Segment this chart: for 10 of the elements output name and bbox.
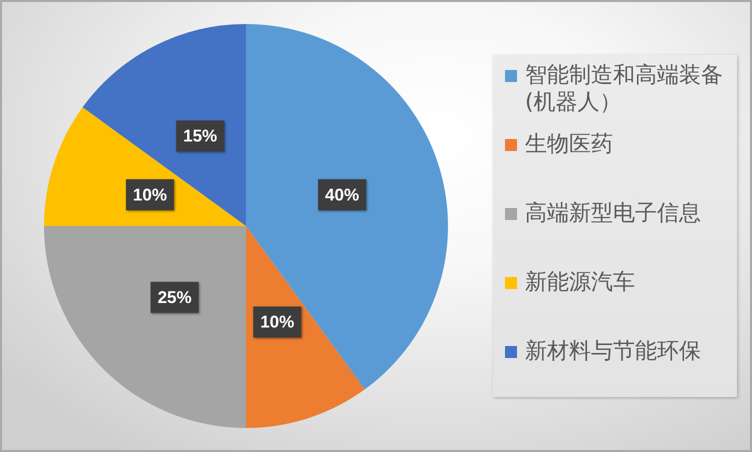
legend-label: 新能源汽车	[525, 269, 635, 296]
data-label: 10%	[132, 185, 167, 204]
data-label: 10%	[260, 312, 294, 332]
data-label: 25%	[158, 288, 192, 308]
legend-label: 新材料与节能环保	[525, 338, 701, 365]
legend-label: 高端新型电子信息	[525, 200, 701, 227]
data-label: 15%	[183, 126, 218, 146]
legend-label: 智能制造和高端装备(机器人）	[525, 62, 724, 116]
data-label: 40%	[325, 185, 360, 204]
legend-label: 生物医药	[525, 131, 613, 158]
